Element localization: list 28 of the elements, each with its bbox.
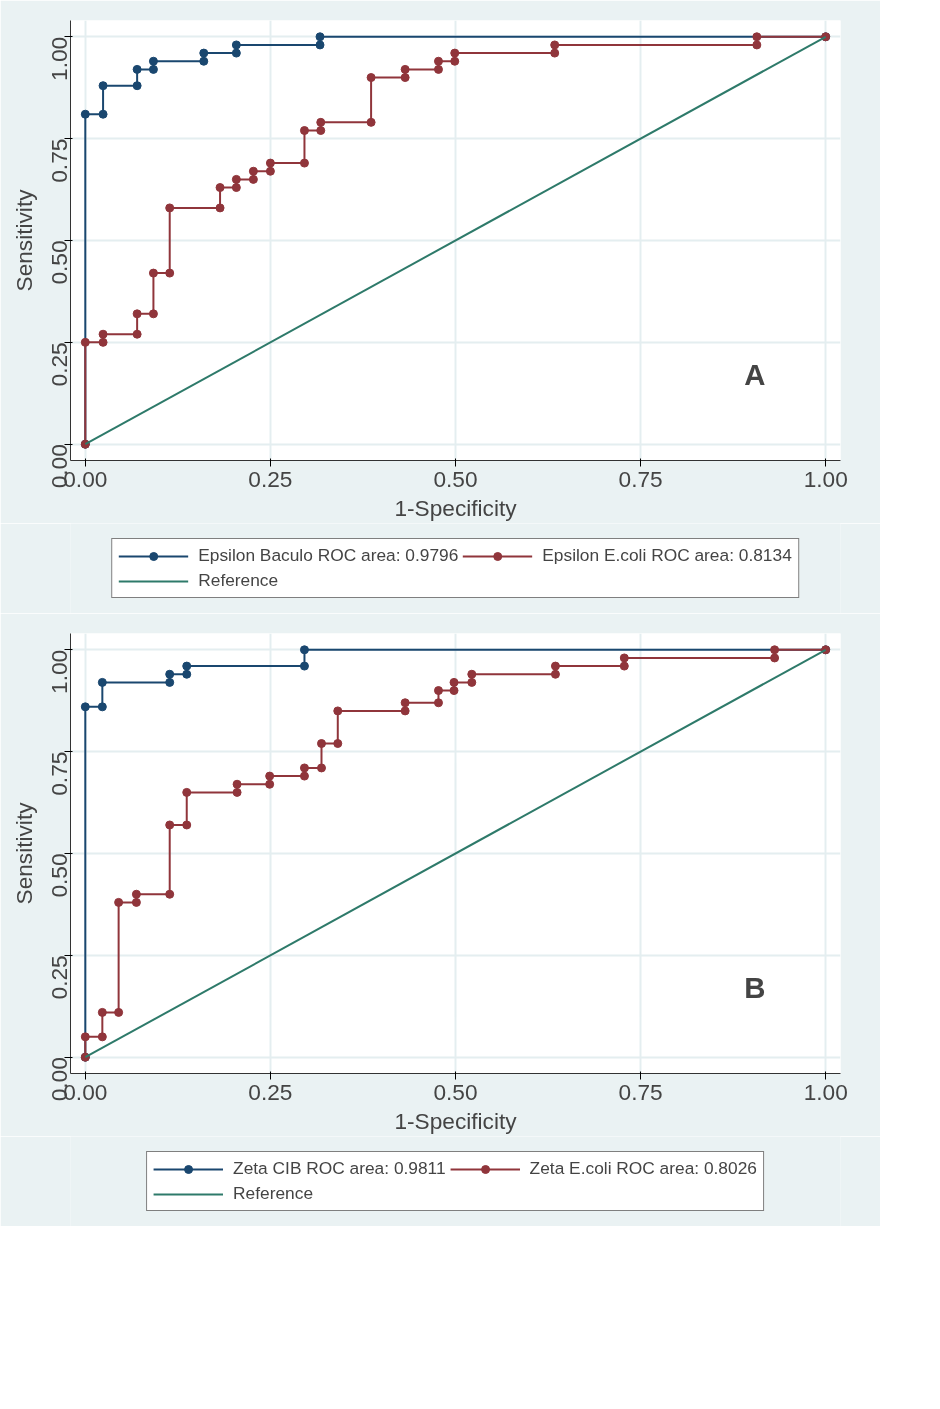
y-tick-label: 0.25 — [46, 342, 72, 387]
x-tick-label: 0.50 — [433, 465, 478, 492]
x-tick-label: 0.75 — [618, 1078, 663, 1105]
legend-label: Reference — [233, 1183, 314, 1204]
legend-label: Epsilon E.coli ROC area: 0.8134 — [542, 545, 792, 566]
x-tick-label: 0.25 — [248, 1078, 293, 1105]
y-axis-title: Sensitivity — [10, 188, 37, 292]
y-tick-label: 1.00 — [46, 36, 72, 81]
y-tick-label: 0.50 — [46, 853, 72, 898]
x-axis-title: 1-Specificity — [394, 1107, 518, 1134]
y-axis-title: Sensitivity — [10, 801, 37, 905]
x-axis-title: 1-Specificity — [394, 494, 518, 521]
y-tick-label: 0.75 — [46, 751, 72, 796]
legend-label: Epsilon Baculo ROC area: 0.9796 — [198, 545, 459, 566]
annotation: A — [744, 358, 766, 392]
y-tick-label: 0.25 — [46, 955, 72, 1000]
x-tick-label: 0.25 — [248, 465, 293, 492]
x-tick-label: 1.00 — [803, 1078, 848, 1105]
y-tick-label: 0.50 — [46, 240, 72, 285]
legend-label: Zeta CIB ROC area: 0.9811 — [233, 1158, 446, 1179]
legend-label: Zeta E.coli ROC area: 0.8026 — [529, 1158, 757, 1179]
x-tick-label: 0.75 — [618, 465, 663, 492]
x-tick-label: 0.50 — [433, 1078, 478, 1105]
annotation: B — [744, 971, 766, 1005]
y-tick-label: 1.00 — [46, 649, 72, 694]
legend-label: Reference — [198, 570, 279, 591]
y-tick-label: 0.75 — [46, 138, 72, 183]
x-tick-label: 1.00 — [803, 465, 848, 492]
